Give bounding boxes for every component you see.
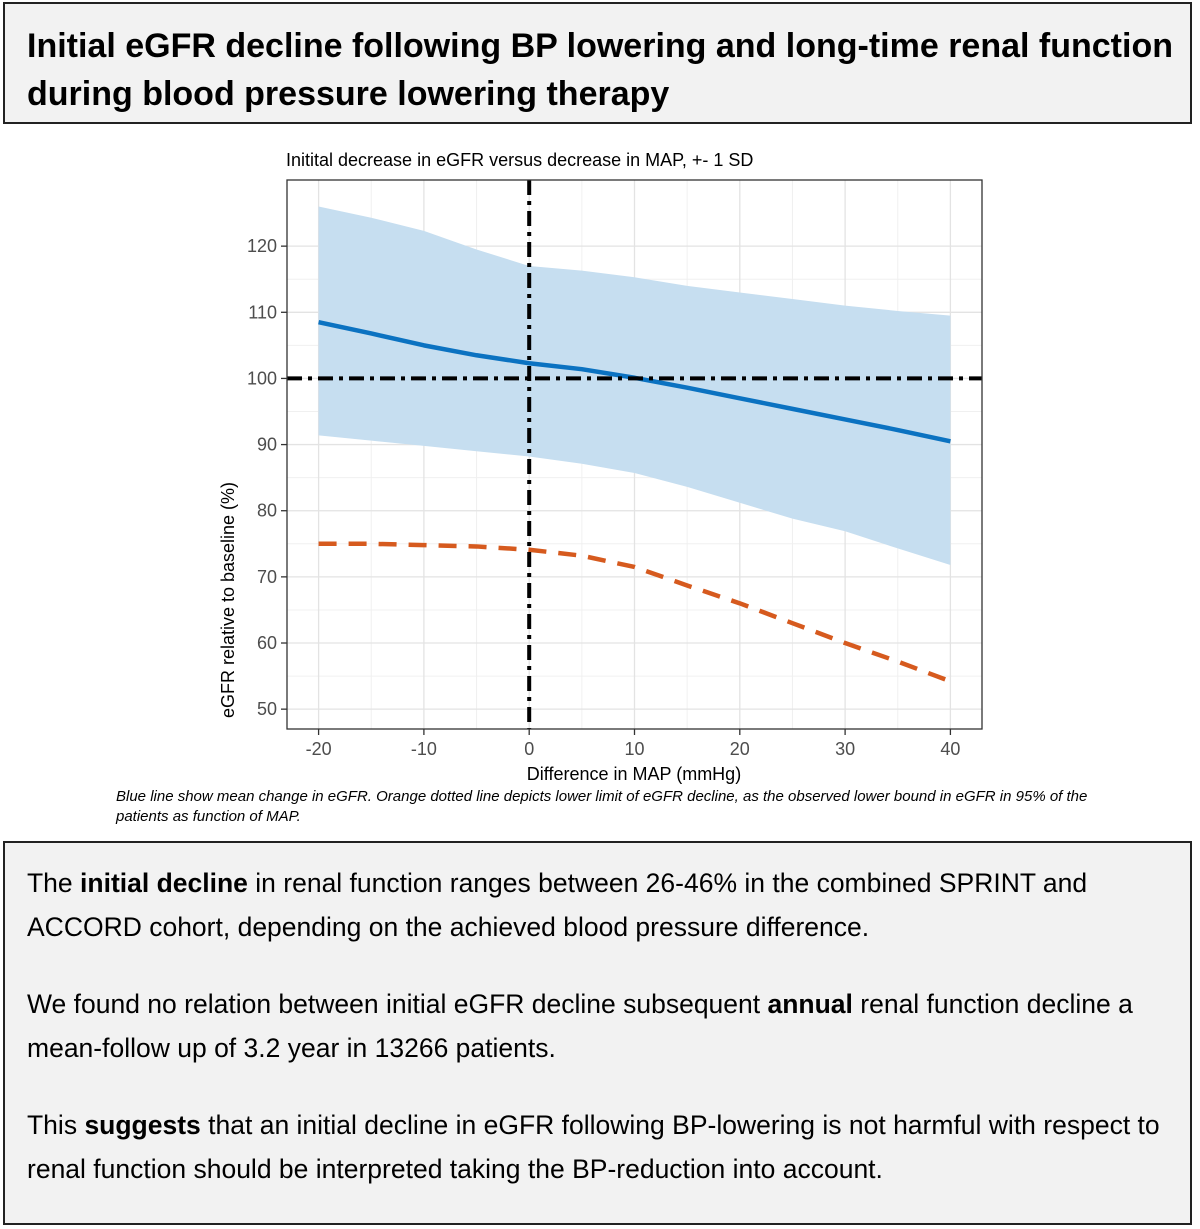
x-tick-label: 10 (624, 739, 644, 759)
summary-text: The (27, 868, 81, 898)
summary-text: in renal function ranges between 26-46% … (27, 868, 1088, 942)
y-tick-label: 60 (257, 633, 277, 653)
y-tick-label: 70 (257, 567, 277, 587)
chart-container: Initital decrease in eGFR versus decreas… (0, 128, 1200, 828)
y-tick-label: 100 (247, 368, 277, 388)
summary-text: This (27, 1110, 85, 1140)
y-axis-label: eGFR relative to baseline (%) (218, 482, 238, 718)
title-box: Initial eGFR decline following BP loweri… (3, 2, 1192, 124)
confidence-band (318, 206, 951, 565)
summary-emphasis: annual (767, 989, 853, 1019)
summary-emphasis: initial decline (80, 868, 248, 898)
chart-svg: Initital decrease in eGFR versus decreas… (218, 150, 983, 784)
band-layer (318, 206, 951, 565)
x-tick-label: -10 (411, 739, 437, 759)
x-tick-label: 30 (835, 739, 855, 759)
summary-paragraph-1: The initial decline in renal function ra… (27, 861, 1168, 949)
x-tick-label: 0 (524, 739, 534, 759)
y-tick-label: 90 (257, 435, 277, 455)
x-tick-label: -20 (306, 739, 332, 759)
y-tick-label: 110 (248, 302, 277, 322)
y-tick-label: 50 (257, 699, 277, 719)
x-axis-label: Difference in MAP (mmHg) (527, 764, 741, 784)
x-tick-label: 40 (940, 739, 960, 759)
summary-emphasis: suggests (84, 1110, 201, 1140)
x-tick-label: 20 (730, 739, 750, 759)
y-tick-label: 120 (247, 236, 277, 256)
figure-caption: Blue line show mean change in eGFR. Oran… (116, 788, 1088, 825)
summary-box: The initial decline in renal function ra… (3, 841, 1192, 1225)
page-title: Initial eGFR decline following BP loweri… (27, 27, 1173, 113)
lower-limit-line (318, 541, 952, 684)
summary-paragraph-2: We found no relation between initial eGF… (27, 982, 1168, 1070)
axis-ticks: -20 -10 0 10 20 30 40 50 60 70 80 90 100 110 120 (247, 236, 960, 759)
summary-text: We found no relation between initial eGF… (27, 989, 768, 1019)
chart-title: Initital decrease in eGFR versus decreas… (286, 150, 753, 170)
y-tick-label: 80 (257, 501, 277, 521)
reference-lines (287, 180, 982, 729)
summary-paragraph-3: This suggests that an initial decline in… (27, 1103, 1168, 1191)
summary-text: renal function decline a mean-follow up … (27, 989, 1133, 1063)
summary-text: that an initial decline in eGFR followin… (27, 1110, 1160, 1184)
